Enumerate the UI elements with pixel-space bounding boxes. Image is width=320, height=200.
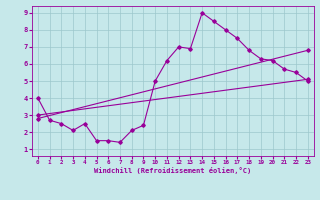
X-axis label: Windchill (Refroidissement éolien,°C): Windchill (Refroidissement éolien,°C) [94,167,252,174]
